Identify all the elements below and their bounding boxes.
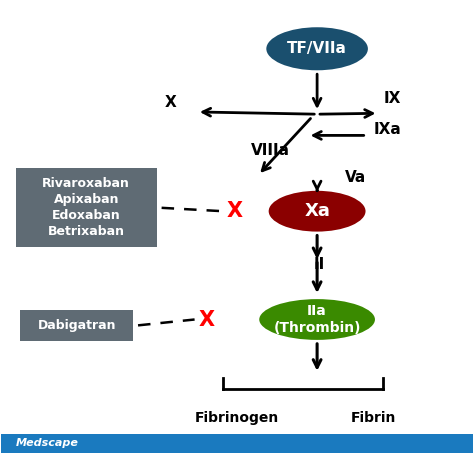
Text: IIa
(Thrombin): IIa (Thrombin): [273, 304, 361, 335]
Text: Rivaroxaban
Apixaban
Edoxaban
Betrixaban: Rivaroxaban Apixaban Edoxaban Betrixaban: [42, 178, 130, 238]
Bar: [1, 434, 473, 453]
Text: X: X: [165, 95, 177, 110]
Text: Va: Va: [346, 170, 366, 185]
Text: IX: IX: [384, 91, 401, 106]
FancyBboxPatch shape: [20, 310, 133, 340]
Ellipse shape: [265, 26, 369, 71]
Text: Fibrinogen: Fibrinogen: [195, 411, 279, 425]
Text: X: X: [227, 201, 243, 221]
Text: Fibrin: Fibrin: [351, 411, 396, 425]
Text: II: II: [314, 257, 325, 271]
FancyBboxPatch shape: [16, 168, 157, 247]
Text: Dabigatran: Dabigatran: [37, 319, 116, 332]
Ellipse shape: [258, 298, 376, 341]
Text: Medscape: Medscape: [16, 438, 78, 448]
Text: IXa: IXa: [374, 123, 401, 138]
Text: X: X: [198, 310, 214, 330]
Text: TF/VIIa: TF/VIIa: [287, 41, 347, 56]
Text: Xa: Xa: [304, 202, 330, 220]
Text: VIIIa: VIIIa: [251, 143, 290, 158]
Ellipse shape: [268, 190, 366, 232]
